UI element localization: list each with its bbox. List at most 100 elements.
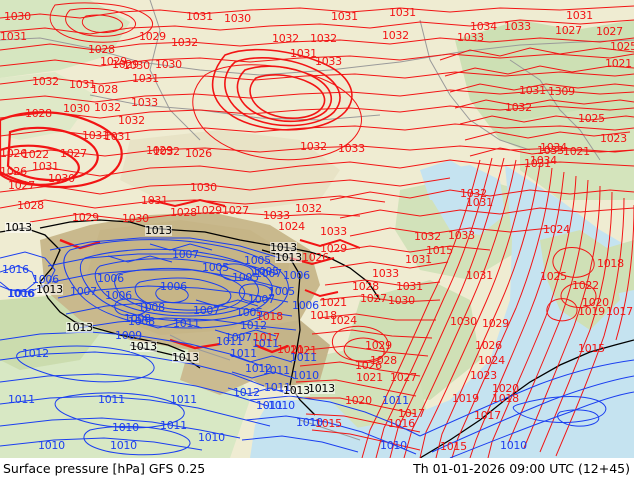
terrain-japan	[540, 230, 620, 330]
isobar-label: 1030	[155, 58, 182, 71]
isobar-label: 1022	[572, 279, 599, 292]
isobar-label: 1013	[130, 340, 157, 353]
isobar-label: 1010	[296, 416, 323, 429]
isobar-label: 1034	[530, 154, 557, 167]
isobar-label: 1012	[245, 362, 272, 375]
terrain-plateau-core	[85, 220, 290, 335]
isobar-label: 1011	[216, 335, 243, 348]
isobar-label: 1016	[388, 417, 415, 430]
isobar-label: 1018	[256, 310, 283, 323]
isobar-label: 1028	[352, 280, 379, 293]
isobar-label: 1011	[252, 337, 279, 350]
isobar-label: 1030	[48, 172, 75, 185]
isobar-label: 1010	[380, 439, 407, 452]
isobar-label: 1026	[0, 147, 27, 160]
isobar-label: 1007	[70, 285, 97, 298]
isobar-label: 1030	[63, 102, 90, 115]
isobar-label: 1029	[139, 30, 166, 43]
isobar-label: 1033	[457, 31, 484, 44]
isobar-label: 1005	[232, 271, 259, 284]
isobar-label: 1029	[195, 204, 222, 217]
isobar-label: 1028	[17, 199, 44, 212]
isobar-label: 1015	[315, 417, 342, 430]
isobar-label: 1011	[98, 393, 125, 406]
isobar-label: 1007	[248, 293, 275, 306]
isobar-label: 1012	[233, 386, 260, 399]
isobar-label: 1005	[268, 285, 295, 298]
isobar-label: 1011	[8, 393, 35, 406]
isobar-label: 1013	[308, 382, 335, 395]
isobar-label: 1026	[475, 339, 502, 352]
isobar-label: 1017	[253, 331, 280, 344]
isobar-label: 1030	[224, 12, 251, 25]
isobar-label: 1011	[160, 419, 187, 432]
isobar-label: 1010	[110, 439, 137, 452]
isobar-label: 1031	[331, 10, 358, 23]
isobar-label: 1026	[302, 251, 329, 264]
isobar-label: 1033	[315, 55, 342, 68]
isobar-label: 1032	[32, 75, 59, 88]
isobar-label: 1011	[290, 351, 317, 364]
isobar-label: 1028	[91, 83, 118, 96]
isobar-label: 1009	[115, 329, 142, 342]
isobar-label: 1028	[88, 43, 115, 56]
isobar-label: 1032	[153, 145, 180, 158]
isobar-label: 1032	[460, 187, 487, 200]
isobar-label: 1027	[360, 292, 387, 305]
isobar-label: 1024	[543, 223, 570, 236]
isobar-label: 1020	[582, 296, 609, 309]
isobar-label: 1031	[141, 194, 168, 207]
isobar-label: 1006	[32, 273, 59, 286]
isobar-label: 1022	[22, 148, 49, 161]
terrain-plateau-s	[180, 340, 265, 395]
isobar-label: 1031	[186, 10, 213, 23]
isobar-label: 1028	[25, 107, 52, 120]
map-svg	[0, 0, 634, 458]
footer-title: Surface pressure [hPa] GFS 0.25	[3, 461, 206, 476]
isobar-label: 1015	[440, 440, 467, 453]
isobar-label: 1027	[8, 179, 35, 192]
isobar-label: 1031	[290, 47, 317, 60]
isobar-label: 1013	[36, 283, 63, 296]
isobar-label: 1018	[310, 309, 337, 322]
isobar-label: 1013	[66, 321, 93, 334]
isobar-label: 1010	[112, 421, 139, 434]
isobar-label: 1029	[146, 144, 173, 157]
isobar-label: 1007	[193, 304, 220, 317]
isobar-label: 1031	[0, 30, 27, 43]
isobar-label: 1025	[540, 270, 567, 283]
terrain-green-nw	[0, 0, 130, 78]
isobar-label: 1027	[390, 371, 417, 384]
isobar-label: 1008	[138, 301, 165, 314]
isobar-label: 1032	[310, 32, 337, 45]
isobar-label: 1016	[2, 263, 29, 276]
isobar-label: 1031	[466, 196, 493, 209]
isobar-label: 1029	[365, 339, 392, 352]
isobar-label: 1008	[128, 315, 155, 328]
isobar-label: 1032	[382, 29, 409, 42]
isobar-label: 1029	[320, 242, 347, 255]
isobar-label: 1006	[160, 280, 187, 293]
isobar-label: 1011	[170, 393, 197, 406]
pressure-map-canvas[interactable]: 1030 1031 1030 1031 1031 1034 1033 1031 1027 1031…	[0, 0, 634, 458]
isobar-label: 1020	[345, 394, 372, 407]
isobar-label: 1032	[295, 202, 322, 215]
isobar-label: 1031	[389, 6, 416, 19]
isobar-label: 1030	[122, 212, 149, 225]
isobar-label: 1029	[72, 211, 99, 224]
isobar-label: 1017	[606, 305, 633, 318]
isobar-label: 1026	[355, 359, 382, 372]
isobar-label: 1013	[145, 224, 172, 237]
isobar-label: 1030	[190, 181, 217, 194]
isobar-label: 1031	[524, 157, 551, 170]
footer-timestamp: Th 01-01-2026 09:00 UTC (12+45)	[413, 461, 630, 476]
isobar-label: 1005	[236, 306, 263, 319]
isobar-label: 1005	[202, 261, 229, 274]
isobar-label: 1008	[124, 312, 151, 325]
isobar-label: 1028	[170, 206, 197, 219]
isobar-label: 1024	[478, 354, 505, 367]
isobar-label: 1030	[450, 315, 477, 328]
isobars-high	[0, 2, 634, 458]
isobar-label: 1019	[452, 392, 479, 405]
isobar-label: 1033	[131, 96, 158, 109]
